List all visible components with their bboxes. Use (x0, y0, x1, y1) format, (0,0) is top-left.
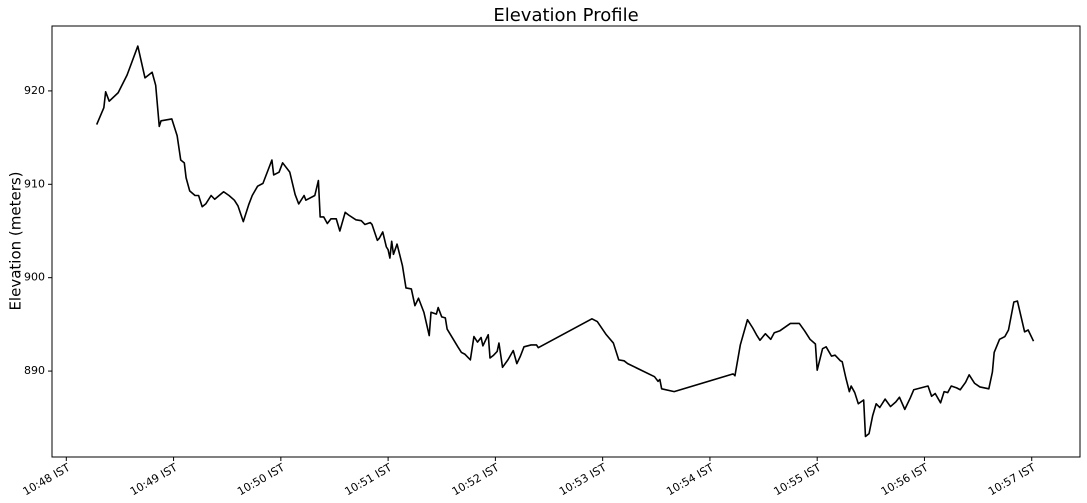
x-tick-label: 10:52 IST (450, 461, 502, 498)
plot-frame (51, 25, 1081, 458)
chart-title: Elevation Profile (493, 5, 638, 26)
y-tick-label: 910 (24, 177, 45, 190)
x-tick-label: 10:51 IST (342, 461, 394, 498)
x-tick-label: 10:48 IST (21, 461, 73, 498)
y-tick-label: 890 (24, 364, 45, 377)
x-tick-label: 10:50 IST (235, 461, 287, 498)
x-tick-label: 10:56 IST (879, 461, 931, 498)
y-tick-label: 920 (24, 84, 45, 97)
x-tick-label: 10:49 IST (128, 461, 180, 498)
x-tick-label: 10:54 IST (664, 461, 716, 498)
x-tick-label: 10:53 IST (557, 461, 609, 498)
y-tick-label: 900 (24, 271, 45, 284)
x-tick-label: 10:55 IST (772, 461, 824, 498)
elevation-line (95, 45, 1035, 438)
y-axis-label: Elevation (meters) (7, 171, 25, 310)
x-tick-label: 10:57 IST (986, 461, 1038, 498)
